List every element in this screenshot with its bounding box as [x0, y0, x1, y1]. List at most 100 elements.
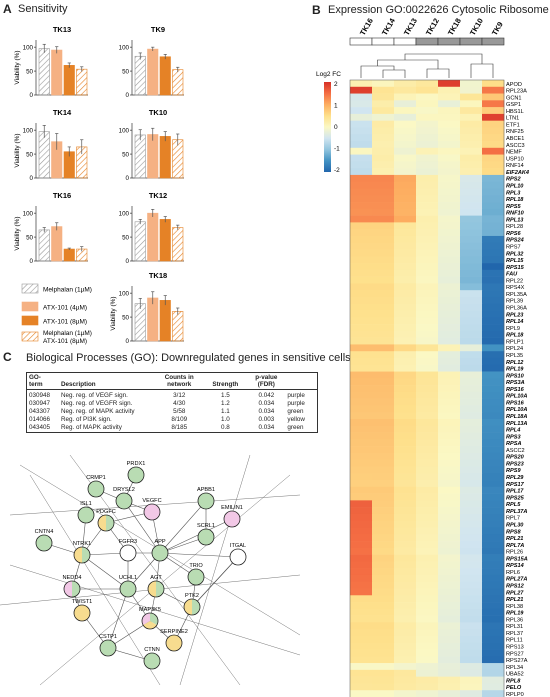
go-cell-pval: 0.034 — [258, 408, 275, 415]
heatmap-cell — [394, 337, 417, 345]
heatmap-cell — [460, 513, 483, 521]
heatmap-cell — [482, 357, 505, 366]
heatmap-cell — [482, 249, 505, 257]
heatmap-cell — [350, 154, 373, 162]
heatmap-cell — [438, 86, 461, 94]
heatmap-cell — [438, 602, 461, 610]
heatmap-cell — [438, 541, 461, 549]
heatmap-row: RPS5 — [350, 202, 522, 210]
heatmap-cell — [438, 80, 461, 88]
heatmap-cell — [372, 296, 395, 305]
heatmap-cell — [438, 642, 461, 650]
heatmap-cell — [438, 412, 461, 420]
heatmap-cell — [438, 337, 461, 345]
heatmap-cell — [482, 690, 505, 697]
heatmap-cell — [438, 330, 461, 338]
heatmap-cell — [350, 263, 373, 271]
heatmap-cell — [372, 656, 395, 664]
network-node-map3k5: MAP3K5 — [139, 607, 161, 630]
heatmap-cell — [460, 242, 483, 250]
heatmap-cell — [438, 656, 461, 664]
heatmap-cell — [350, 446, 373, 454]
heatmap-cell — [482, 107, 505, 115]
heatmap-cell — [460, 235, 483, 244]
heatmap-cell — [416, 256, 439, 264]
heatmap-cell — [460, 100, 483, 108]
heatmap-cell — [438, 398, 461, 406]
heatmap-cell — [482, 174, 505, 182]
heatmap-cell — [438, 615, 461, 623]
heatmap-cell — [416, 432, 439, 440]
heatmap-cell — [460, 690, 483, 697]
heatmap-cell — [438, 486, 461, 494]
gene-label: ABCE1 — [506, 136, 524, 142]
heatmap-cell — [416, 351, 439, 359]
heatmap-row: RPL38 — [350, 602, 523, 610]
heatmap-cell — [438, 249, 461, 257]
heatmap-cell — [350, 595, 373, 603]
heatmap-cell — [394, 371, 417, 379]
network-edge — [39, 474, 291, 686]
heatmap-cell — [372, 276, 395, 284]
heatmap-cell — [460, 161, 483, 169]
bar-chart-tk9: TK9 0 50 100 — [119, 25, 184, 99]
gene-label: RPL6 — [506, 570, 520, 576]
gene-label: RPL21 — [506, 536, 523, 542]
heatmap-cell — [350, 364, 373, 372]
heatmap-cell — [460, 93, 483, 101]
heatmap-cell — [394, 181, 417, 189]
heatmap-cell — [460, 446, 483, 454]
heatmap-cell — [438, 263, 461, 271]
heatmap-cell — [438, 473, 461, 481]
y-tick-label: 0 — [126, 338, 130, 345]
heatmap-cell — [438, 581, 461, 589]
heatmap-cell — [372, 663, 395, 671]
panel-a-letter: A — [3, 2, 12, 16]
color-scale-tick: 2 — [334, 81, 338, 88]
node-outline — [73, 546, 91, 564]
heatmap-cell — [416, 439, 439, 447]
heatmap-row: RPL3 — [350, 188, 521, 196]
gene-label: FAU — [506, 272, 518, 278]
heatmap-row: RPS8 — [350, 527, 522, 535]
heatmap-row: RPL18 — [350, 195, 524, 203]
heatmap-cell — [394, 595, 417, 603]
heatmap-cell — [438, 588, 461, 596]
column-label: TK13 — [402, 17, 419, 37]
heatmap-row: RPS17 — [350, 480, 525, 488]
heatmap-cell — [372, 263, 395, 271]
heatmap-cell — [482, 683, 505, 691]
heatmap-row: RPL35A — [350, 290, 527, 298]
heatmap-row: RPL10A — [350, 391, 527, 400]
heatmap-row: RPS25 — [350, 493, 525, 501]
heatmap-cell — [460, 622, 483, 630]
heatmap-cell — [394, 263, 417, 271]
go-cell-term: 014066 — [29, 416, 51, 423]
gene-label: RPL27A — [506, 577, 527, 583]
heatmap-cell — [416, 344, 439, 352]
heatmap-cell — [482, 622, 505, 630]
heatmap-cell — [350, 629, 373, 637]
heatmap-cell — [438, 452, 461, 460]
heatmap-cell — [460, 249, 483, 257]
gene-label: NEMF — [506, 150, 522, 156]
heatmap-cell — [482, 168, 505, 176]
heatmap-cell — [372, 459, 395, 467]
heatmap-cell — [416, 371, 439, 379]
sensitivity-strip — [415, 37, 439, 46]
heatmap-cell — [460, 147, 483, 155]
heatmap-row: RPS4X — [350, 283, 525, 291]
heatmap-cell — [394, 656, 417, 664]
heatmap-cell — [460, 385, 483, 393]
heatmap-cell — [460, 154, 483, 162]
bar — [134, 134, 146, 179]
heatmap-cell — [394, 310, 417, 318]
heatmap-cell — [372, 595, 395, 603]
heatmap-cell — [438, 391, 461, 399]
network-edge — [159, 552, 239, 558]
heatmap-cell — [482, 141, 505, 149]
network-node-ctnn: CTNN — [143, 647, 161, 670]
network-node-isl1: ISL1 — [77, 501, 95, 524]
bar — [172, 139, 184, 179]
network-node-ptk2: PTK2 — [183, 593, 201, 616]
